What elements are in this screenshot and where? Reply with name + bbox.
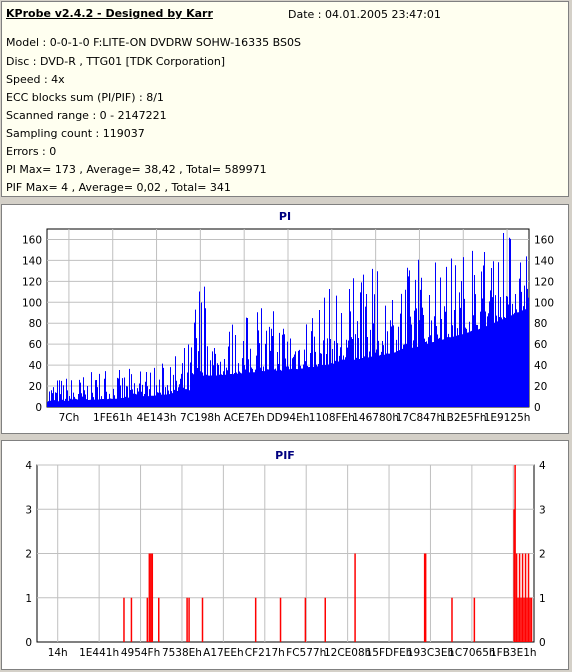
pif-ytick-left: 3 [25, 504, 32, 516]
pif-xtick: 7538Eh [162, 647, 202, 659]
pi-ytick-left: 160 [22, 234, 42, 246]
pif-xtick: 4954Fh [121, 647, 160, 659]
pi-ytick-right: 20 [534, 381, 547, 393]
pi-xtick: 4E143h [137, 412, 177, 424]
pi-ytick-left: 140 [22, 255, 42, 267]
pi-ytick-left: 40 [29, 360, 42, 372]
pi-chart: 0 0 20 20 40 40 60 60 80 80 100 100 120 120 140 140 160 1… [22, 228, 554, 424]
app-title: KProbe v2.4.2 - Designed by Karr [6, 7, 213, 20]
pif-ytick-left: 2 [25, 549, 32, 561]
pif-ytick-right: 3 [539, 504, 546, 516]
pi-ytick-left: 120 [22, 276, 42, 288]
sampling-line: Sampling count : 119037 [6, 127, 145, 140]
pi-ytick-left: 80 [29, 318, 42, 330]
pi-xtick: 7C198h [180, 412, 221, 424]
model-line: Model : 0-0-1-0 F:LITE-ON DVDRW SOHW-163… [6, 36, 301, 49]
pif-xtick: 193C3Eh [407, 647, 454, 659]
pi-xtick: 17C847h [396, 412, 443, 424]
pi-ytick-right: 80 [534, 318, 547, 330]
pi-ytick-right: 100 [534, 297, 554, 309]
pif-ytick-right: 0 [539, 637, 546, 649]
pi-xtick: 1108FEh [309, 412, 355, 424]
errors-line: Errors : 0 [6, 145, 57, 158]
pif-xtick: 1FB3E1h [490, 647, 537, 659]
pif-xtick: 12CE08h [324, 647, 371, 659]
pi-ytick-left: 100 [22, 297, 42, 309]
info-panel: KProbe v2.4.2 - Designed by Karr Date : … [1, 1, 569, 197]
pif-xtick: 14h [48, 647, 68, 659]
pi-ytick-right: 60 [534, 339, 547, 351]
pif-xtick: 15FDFEh [366, 647, 413, 659]
pi-ytick-right: 0 [534, 402, 541, 414]
pi-chart-title: PI [278, 210, 292, 223]
pi-ytick-left: 20 [29, 381, 42, 393]
speed-line: Speed : 4x [6, 73, 65, 86]
pi-summary-line: PI Max= 173 , Average= 38,42 , Total= 58… [6, 163, 267, 176]
pi-xtick: ACE7Eh [224, 412, 265, 424]
pi-chart-panel: PI 0 0 20 20 40 40 60 60 80 80 100 100 120 120 140 140 1… [1, 204, 569, 434]
pi-xtick: 1B2E5Fh [440, 412, 487, 424]
pi-ytick-right: 120 [534, 276, 554, 288]
range-line: Scanned range : 0 - 2147221 [6, 109, 167, 122]
pif-chart-panel: PIF 0 0 1 1 2 2 3 3 4 4 14h 1E441h 4954Fh 7538Eh A17EE… [1, 440, 569, 670]
pi-ytick-left: 60 [29, 339, 42, 351]
ecc-line: ECC blocks sum (PI/PIF) : 8/1 [6, 91, 164, 104]
pif-ytick-right: 2 [539, 549, 546, 561]
pif-xtick: 1C7065h [448, 647, 495, 659]
pif-ytick-left: 4 [25, 460, 32, 472]
pif-ytick-right: 1 [539, 593, 546, 605]
pi-xtick: 7Ch [59, 412, 80, 424]
pi-ytick-right: 140 [534, 255, 554, 267]
pif-chart-title: PIF [275, 449, 295, 462]
pif-ytick-right: 4 [539, 460, 546, 472]
pi-ytick-right: 40 [534, 360, 547, 372]
pif-ytick-left: 0 [25, 637, 32, 649]
pi-xtick: 1E9125h [484, 412, 531, 424]
pif-xtick: A17EEh [203, 647, 243, 659]
scan-date: Date : 04.01.2005 23:47:01 [288, 8, 441, 21]
pi-xtick: DD94Eh [267, 412, 310, 424]
pi-ytick-right: 160 [534, 234, 554, 246]
pif-xtick: 1E441h [79, 647, 119, 659]
pif-summary-line: PIF Max= 4 , Average= 0,02 , Total= 341 [6, 181, 231, 194]
pi-xtick: 146780h [352, 412, 399, 424]
pi-xtick: 1FE61h [93, 412, 132, 424]
pif-chart: 0 0 1 1 2 2 3 3 4 4 14h 1E441h 4954Fh 7538Eh A17EEh CF2… [25, 460, 546, 659]
pi-ytick-left: 0 [35, 402, 42, 414]
pif-xtick: FC577h [286, 647, 326, 659]
pif-xtick: CF217h [245, 647, 285, 659]
disc-line: Disc : DVD-R , TTG01 [TDK Corporation] [6, 55, 226, 68]
pif-ytick-left: 1 [25, 593, 32, 605]
